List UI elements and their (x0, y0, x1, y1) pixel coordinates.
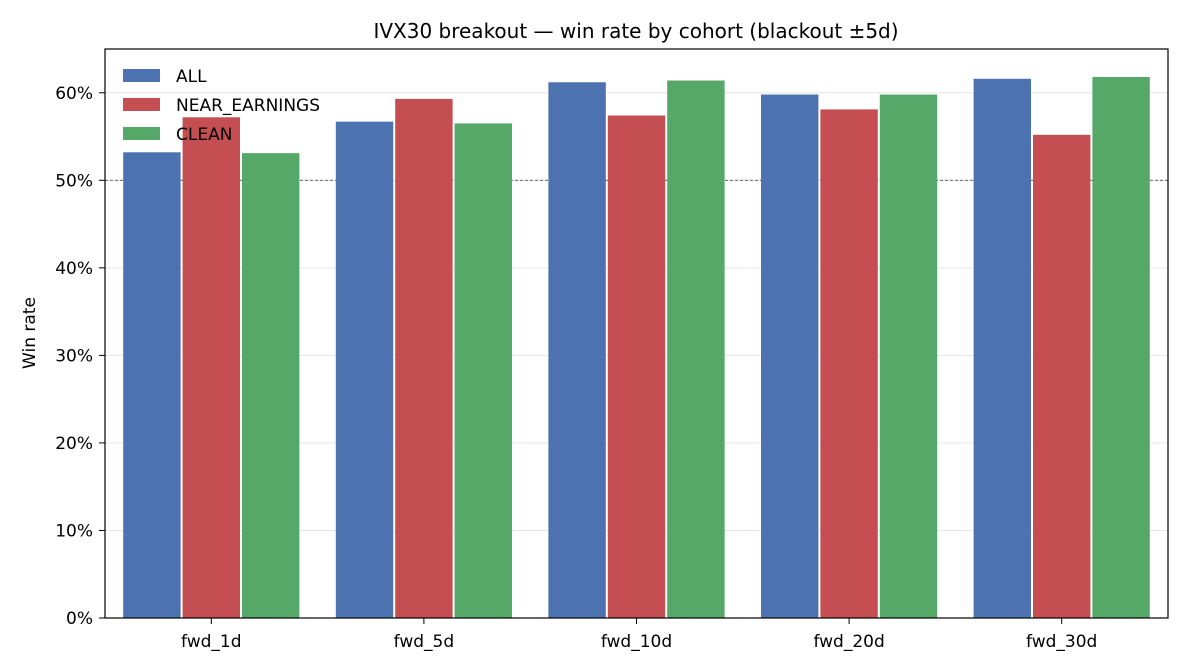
y-tick-label: 60% (55, 84, 93, 104)
y-axis: 0% 10% 20% 30% 40% 50% 60% (55, 84, 105, 629)
y-tick-label: 10% (55, 521, 93, 541)
bars (123, 77, 1150, 619)
x-tick-label: fwd_20d (813, 632, 884, 652)
bar-all-fwd-20d (760, 94, 819, 618)
legend-label-all: ALL (176, 67, 207, 87)
bar-clean-fwd-5d (454, 123, 513, 619)
x-tick-label: fwd_1d (181, 632, 242, 652)
legend-swatch-clean (123, 127, 160, 140)
bar-all-fwd-1d (123, 152, 181, 618)
x-axis: fwd_1d fwd_5d fwd_10d fwd_20d fwd_30d (181, 618, 1097, 652)
x-tick-label: fwd_5d (394, 632, 455, 652)
bar-near-earnings-fwd-5d (395, 98, 453, 619)
legend-swatch-near-earnings (123, 98, 160, 111)
y-axis-label: Win rate (20, 297, 40, 369)
legend-label-near-earnings: NEAR_EARNINGS (176, 96, 320, 116)
bar-clean-fwd-30d (1092, 77, 1150, 618)
bar-clean-fwd-1d (242, 153, 300, 618)
bar-all-fwd-5d (335, 121, 394, 618)
y-tick-label: 50% (55, 171, 93, 191)
bar-clean-fwd-10d (667, 80, 725, 618)
y-tick-label: 0% (66, 609, 93, 629)
legend-swatch-all (123, 69, 160, 82)
legend: ALL NEAR_EARNINGS CLEAN (123, 67, 320, 145)
bar-near-earnings-fwd-30d (1032, 134, 1091, 618)
y-tick-label: 30% (55, 346, 93, 366)
bar-near-earnings-fwd-10d (607, 115, 666, 618)
x-tick-label: fwd_10d (601, 632, 672, 652)
bar-clean-fwd-20d (879, 94, 938, 618)
bar-near-earnings-fwd-1d (182, 117, 241, 618)
y-tick-label: 40% (55, 259, 93, 279)
x-tick-label: fwd_30d (1026, 632, 1097, 652)
y-tick-label: 20% (55, 434, 93, 454)
bar-all-fwd-30d (973, 78, 1031, 619)
bar-all-fwd-10d (548, 82, 606, 618)
bar-near-earnings-fwd-20d (820, 109, 878, 618)
chart-title: IVX30 breakout — win rate by cohort (bla… (373, 19, 898, 43)
legend-label-clean: CLEAN (176, 125, 232, 145)
